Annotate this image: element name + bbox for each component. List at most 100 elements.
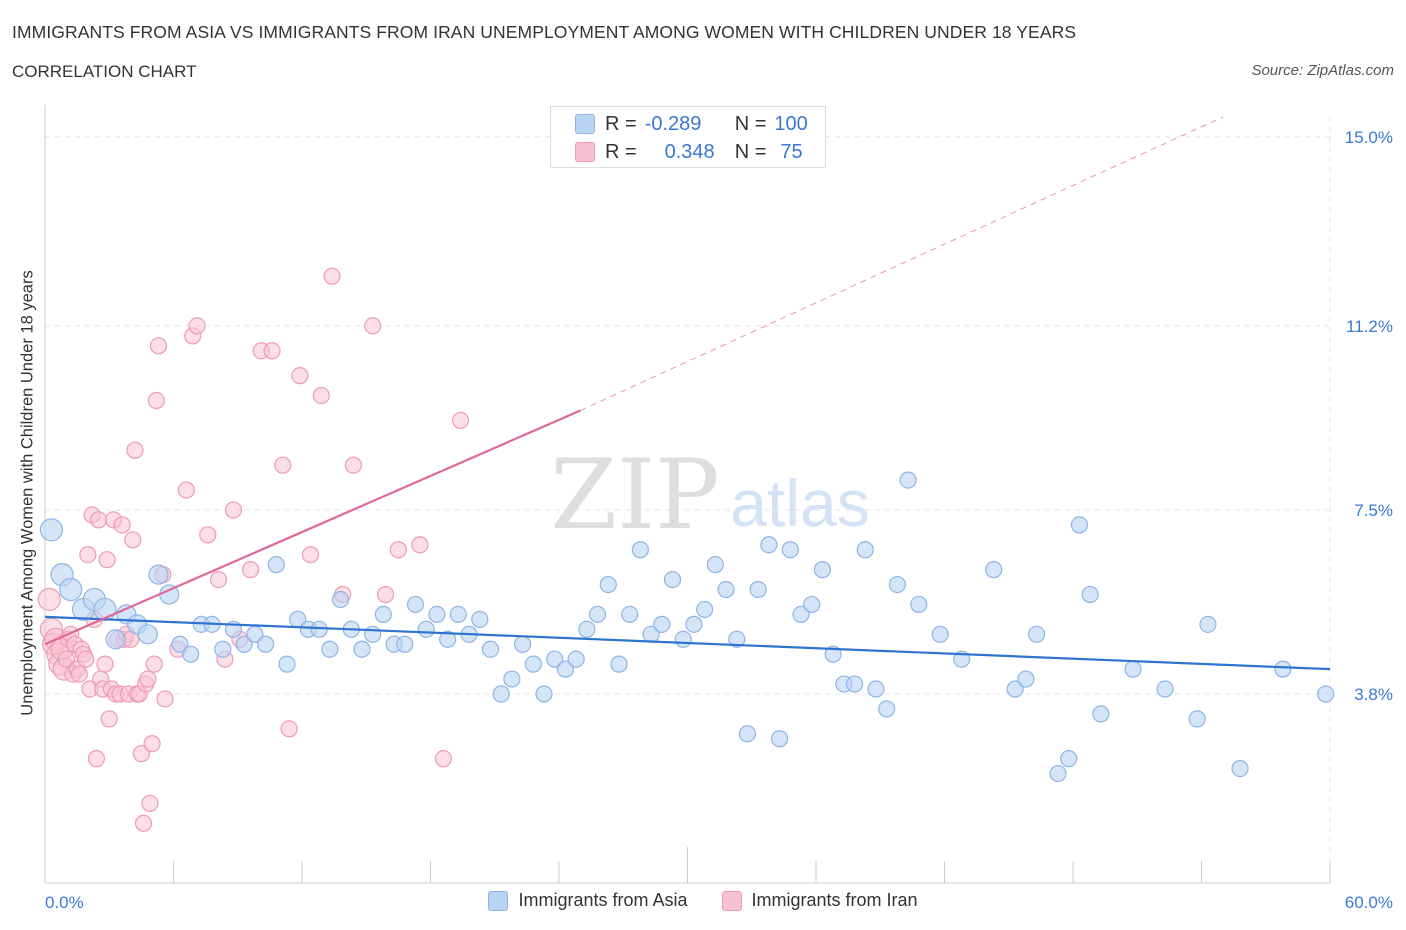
asia-point [738,725,757,743]
y-tick-label: 3.8% [1354,685,1393,704]
asia-point [524,655,542,673]
legend-asia-swatch [488,890,509,911]
asia-point [685,615,703,633]
asia-point [631,541,649,559]
asia-point [1027,625,1046,643]
asia-point [749,580,767,599]
iran-point [149,337,168,355]
iran-point [124,531,142,549]
y-tick-label: 15.0% [1345,128,1393,147]
asia-point [353,640,371,658]
asia-point [556,660,575,678]
iran-point [389,541,407,559]
iran-point [224,501,243,519]
chart-subtitle: CORRELATION CHART [12,62,197,81]
iran-point [451,411,470,430]
asia-point [899,471,917,489]
asia-point [1231,759,1249,778]
asia-point [278,655,296,673]
asia-point [578,620,596,638]
iran-point [199,526,217,544]
asia-point [137,624,158,645]
asia-point [1274,660,1292,678]
iran-point [143,735,161,753]
asia-point [567,650,585,668]
r-label: R = [605,140,637,163]
asia-point [1156,680,1174,698]
iran-point [301,546,320,564]
iran-point [376,585,395,604]
asia-point [1017,670,1035,688]
asia-point [39,518,64,542]
legend-item-iran[interactable]: Immigrants from Iran [721,890,918,911]
iran-point [134,814,153,832]
asia-point [1092,705,1110,723]
asia-point [824,645,842,663]
asia-point [878,700,896,718]
trend-lines [44,116,1331,671]
watermark-zip: ZIP [550,439,719,551]
asia-point [503,670,521,688]
asia-point [1060,750,1078,768]
asia-point [1049,764,1067,783]
iran-r-value: 0.348 [664,140,715,163]
iran-point [177,481,195,499]
iran-point [96,655,114,673]
asia-point [331,590,350,609]
iran-n-value: 75 [780,140,803,163]
asia-point [674,630,692,648]
asia-point [888,575,906,594]
asia-point [171,635,189,653]
iran-point [100,710,118,728]
iran-point [37,587,61,612]
asia-point [696,600,714,619]
asia-point [267,556,285,574]
stats-row-asia: R = -0.289 N = 100 [575,110,808,138]
iran-point [411,536,429,554]
iran-point [364,317,382,335]
asia-point [653,615,671,633]
asia-point [364,625,382,643]
asia-point [760,536,778,554]
asia-point [985,561,1003,579]
iran-point [147,391,165,410]
asia-point [321,640,339,658]
iran-trend-line [44,409,581,646]
asia-point [417,620,435,638]
asia-point [439,630,457,648]
asia-point [374,605,392,624]
asia-point [663,570,682,589]
watermark: ZIP atlas [550,439,869,551]
chart-title: IMMIGRANTS FROM ASIA VS IMMIGRANTS FROM … [12,22,1077,42]
axes [44,105,1331,884]
iran-point [98,551,116,569]
iran-point [77,650,95,668]
asia-point [813,561,832,579]
asia-point [856,541,874,559]
asia-point [910,595,928,614]
asia-point [396,635,414,653]
asia-trend-line [44,615,1331,671]
asia-point [1070,516,1089,534]
stats-row-iran: R = 0.348 N = 75 [575,138,803,166]
asia-point [1199,615,1217,633]
legend-item-asia[interactable]: Immigrants from Asia [488,890,688,911]
asia-point [610,655,628,673]
iran-point [79,546,97,564]
iran-point [242,561,260,579]
asia-point [621,605,639,624]
asia-point [717,580,735,599]
iran-point [188,317,206,335]
n-label: N = [734,140,767,163]
iran-point [113,516,131,534]
asia-point [59,577,83,602]
legend-iran-label: Immigrants from Iran [751,890,918,910]
asia-point [931,625,949,643]
chart-legend: Immigrants from Asia Immigrants from Ira… [0,890,1406,911]
asia-point [428,605,446,624]
asia-point [182,645,200,663]
asia-point [867,680,885,698]
iran-point [141,794,159,813]
asia-point [535,685,553,703]
